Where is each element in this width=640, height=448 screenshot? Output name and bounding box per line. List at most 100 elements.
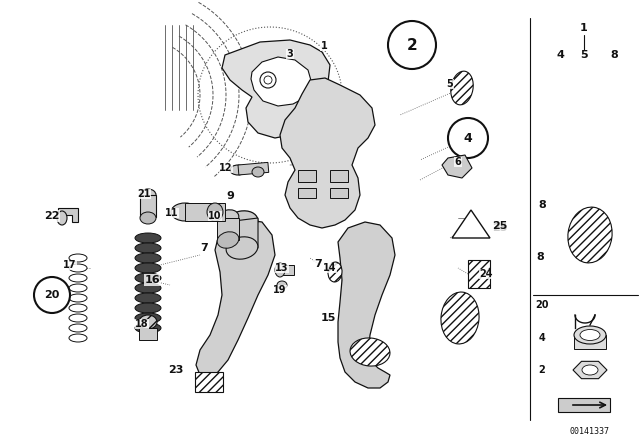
Text: 8: 8: [538, 200, 546, 210]
Circle shape: [34, 277, 70, 313]
Text: 2: 2: [406, 38, 417, 52]
Text: 12: 12: [220, 163, 233, 173]
Bar: [140, 195, 156, 217]
Ellipse shape: [69, 314, 87, 322]
Polygon shape: [338, 222, 395, 388]
Ellipse shape: [69, 294, 87, 302]
Text: 5: 5: [447, 79, 453, 89]
Ellipse shape: [441, 292, 479, 344]
Polygon shape: [251, 57, 312, 106]
Ellipse shape: [574, 326, 606, 344]
Polygon shape: [222, 40, 330, 138]
Text: 4: 4: [463, 132, 472, 145]
Text: 2: 2: [539, 365, 545, 375]
Text: 18: 18: [135, 319, 149, 329]
Circle shape: [260, 72, 276, 88]
Bar: [185, 203, 225, 221]
Ellipse shape: [135, 283, 161, 293]
Ellipse shape: [252, 167, 264, 177]
Text: 00141337: 00141337: [570, 427, 610, 436]
Polygon shape: [226, 218, 258, 248]
Text: 19: 19: [273, 285, 287, 295]
Text: 15: 15: [320, 313, 336, 323]
Text: 16: 16: [144, 275, 160, 285]
Ellipse shape: [69, 274, 87, 282]
Polygon shape: [196, 220, 275, 378]
Ellipse shape: [226, 211, 258, 233]
Bar: [217, 218, 239, 240]
Ellipse shape: [217, 232, 239, 248]
Ellipse shape: [140, 189, 156, 201]
Ellipse shape: [135, 233, 161, 243]
Ellipse shape: [171, 203, 199, 221]
Text: 9: 9: [226, 191, 234, 201]
Text: 4: 4: [539, 333, 545, 343]
Ellipse shape: [328, 262, 342, 282]
Ellipse shape: [277, 281, 287, 289]
Text: 1: 1: [321, 41, 328, 51]
Bar: [558, 398, 610, 412]
Bar: [330, 170, 348, 182]
Polygon shape: [573, 362, 607, 379]
Ellipse shape: [69, 334, 87, 342]
Polygon shape: [442, 155, 472, 178]
Bar: [330, 188, 348, 198]
Text: 21: 21: [137, 189, 151, 199]
Bar: [298, 170, 316, 182]
Ellipse shape: [226, 237, 258, 259]
Ellipse shape: [57, 211, 67, 225]
Text: 20: 20: [44, 290, 60, 300]
Ellipse shape: [451, 71, 473, 105]
Polygon shape: [280, 78, 375, 228]
Polygon shape: [58, 208, 78, 222]
Text: 14: 14: [323, 263, 337, 273]
Ellipse shape: [582, 365, 598, 375]
Text: 24: 24: [479, 269, 493, 279]
Bar: [574, 335, 606, 349]
Text: 4: 4: [556, 50, 564, 60]
Circle shape: [448, 118, 488, 158]
Text: 7: 7: [314, 259, 322, 269]
Ellipse shape: [350, 338, 390, 366]
Ellipse shape: [69, 264, 87, 272]
Circle shape: [264, 76, 272, 84]
Ellipse shape: [140, 212, 156, 224]
Ellipse shape: [135, 313, 161, 323]
Ellipse shape: [135, 273, 161, 283]
Text: 8: 8: [610, 50, 618, 60]
Text: 13: 13: [275, 263, 289, 273]
Ellipse shape: [69, 254, 87, 262]
Ellipse shape: [580, 329, 600, 340]
Ellipse shape: [69, 324, 87, 332]
Ellipse shape: [135, 253, 161, 263]
Ellipse shape: [230, 165, 246, 175]
Text: 20: 20: [535, 300, 548, 310]
Text: 3: 3: [287, 49, 293, 59]
Polygon shape: [452, 210, 490, 238]
Ellipse shape: [217, 210, 239, 226]
Text: 23: 23: [168, 365, 184, 375]
Bar: [195, 372, 223, 392]
Text: 11: 11: [165, 208, 179, 218]
Ellipse shape: [135, 243, 161, 253]
Bar: [468, 260, 490, 288]
Text: 1: 1: [580, 23, 588, 33]
Text: 22: 22: [44, 211, 60, 221]
Ellipse shape: [207, 203, 223, 221]
Bar: [238, 162, 269, 175]
Bar: [139, 328, 157, 340]
Ellipse shape: [135, 263, 161, 273]
Ellipse shape: [275, 263, 285, 277]
Ellipse shape: [139, 315, 157, 329]
Text: 25: 25: [492, 223, 508, 233]
Ellipse shape: [135, 303, 161, 313]
Text: 6: 6: [454, 157, 461, 167]
Text: 25: 25: [492, 221, 508, 231]
Text: 7: 7: [200, 243, 208, 253]
Ellipse shape: [69, 304, 87, 312]
Text: 5: 5: [580, 50, 588, 60]
Text: 17: 17: [63, 260, 77, 270]
Ellipse shape: [568, 207, 612, 263]
Bar: [280, 265, 294, 275]
Ellipse shape: [135, 293, 161, 303]
